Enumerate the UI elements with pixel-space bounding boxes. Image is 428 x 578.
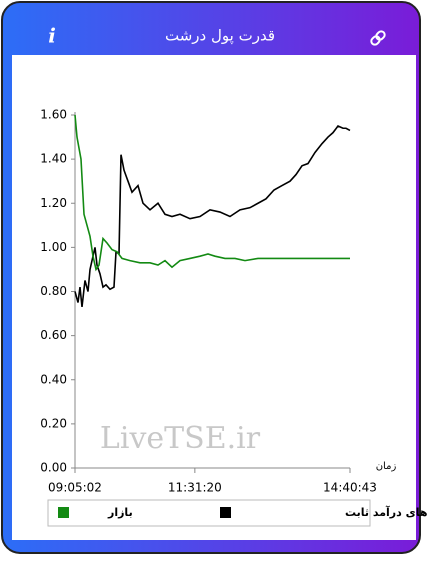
x-tick-label: 11:31:20 xyxy=(168,481,222,495)
x-tick-label: 09:05:02 xyxy=(48,481,102,495)
legend-label: صندوق های درآمد ثابت xyxy=(345,505,428,519)
card-title: قدرت پول درشت xyxy=(165,27,275,46)
y-tick-label: 0.60 xyxy=(40,328,67,342)
y-tick-label: 0.00 xyxy=(40,461,67,475)
y-tick-label: 0.20 xyxy=(40,416,67,430)
legend-swatch xyxy=(220,507,231,518)
series-line xyxy=(74,114,350,272)
y-tick-label: 1.60 xyxy=(40,108,67,122)
x-tick-label: 14:40:43 xyxy=(323,481,377,495)
card-body xyxy=(12,55,416,540)
series-line xyxy=(74,125,351,308)
legend xyxy=(47,499,371,527)
y-tick-label: 1.20 xyxy=(40,196,67,210)
legend-label: بازار xyxy=(107,506,133,519)
watermark: LiveTSE.ir xyxy=(100,421,261,456)
y-tick-label: 1.40 xyxy=(40,152,67,166)
link-icon[interactable] xyxy=(370,30,386,46)
info-icon[interactable]: i xyxy=(48,24,56,48)
y-tick-label: 0.80 xyxy=(40,284,67,298)
legend-swatch xyxy=(58,507,69,518)
y-tick-label: 1.00 xyxy=(40,240,67,254)
x-axis-label: زمان xyxy=(376,461,397,472)
y-tick-label: 0.40 xyxy=(40,372,67,386)
